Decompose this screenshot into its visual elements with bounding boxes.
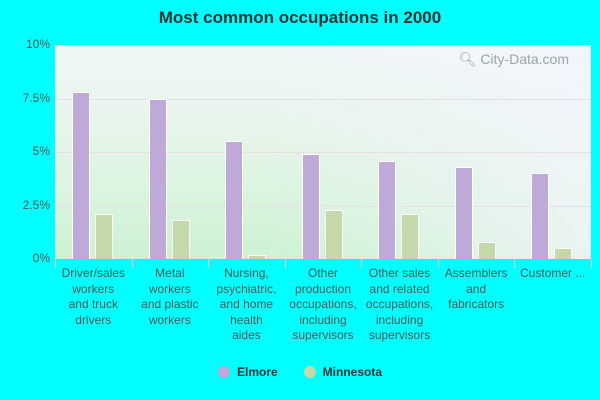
x-tick [514,259,516,268]
y-tick-label: 7.5% [22,90,50,105]
y-tick-label: 10% [25,37,50,51]
x-tick [131,259,133,268]
bar-minnesota[interactable] [401,214,420,259]
legend-label: Minnesota [322,365,383,379]
gridline [55,98,591,100]
bar-minnesota[interactable] [95,214,113,259]
x-category-label: Driver/sales workers and truck drivers [61,266,125,327]
bar-elmore[interactable] [454,166,473,259]
x-tick [284,259,286,268]
x-tick [361,259,363,268]
x-category-label: Metal workers and plastic workers [141,266,199,327]
x-tick [55,259,56,268]
legend: Elmore Minnesota [0,365,600,379]
legend-item-minnesota[interactable]: Minnesota [303,365,383,379]
bar-elmore[interactable] [148,98,167,259]
bar-elmore[interactable] [531,173,550,259]
x-category-label: Nursing, psychiatric, and home health aides [216,266,277,342]
legend-swatch-icon [303,366,316,378]
bar-elmore[interactable] [301,154,320,259]
plot-area: 🔍︎ City-Data.com [55,45,591,259]
bar-elmore[interactable] [72,92,90,259]
gridline [55,205,591,207]
bar-minnesota[interactable] [324,209,343,259]
magnifier-icon: 🔍︎ [458,51,477,67]
x-category-label: Other production occupations, including supe… [289,266,357,342]
legend-item-elmore[interactable]: Elmore [217,365,278,379]
x-tick [208,259,210,268]
bar-minnesota[interactable] [554,248,573,259]
legend-label: Elmore [236,365,278,379]
x-category-label: Customer ... [520,266,586,280]
y-tick-label: 5% [32,144,50,158]
legend-swatch-icon [217,366,230,378]
bar-elmore[interactable] [225,141,244,259]
y-tick-label: 2.5% [22,197,50,212]
bar-minnesota[interactable] [477,241,496,259]
watermark: 🔍︎ City-Data.com [458,51,569,67]
bar-minnesota[interactable] [171,220,190,259]
bar-minnesota[interactable] [248,254,267,259]
gridline [55,152,591,153]
x-category-label: Other sales and related occupations, includ… [365,266,434,342]
chart-title: Most common occupations in 2000 [158,8,442,27]
x-tick [437,259,439,268]
x-category-label: Assemblers and fabricators [444,266,508,311]
bar-elmore[interactable] [378,160,397,259]
x-tick [591,259,592,268]
y-tick-label: 0% [32,251,50,265]
